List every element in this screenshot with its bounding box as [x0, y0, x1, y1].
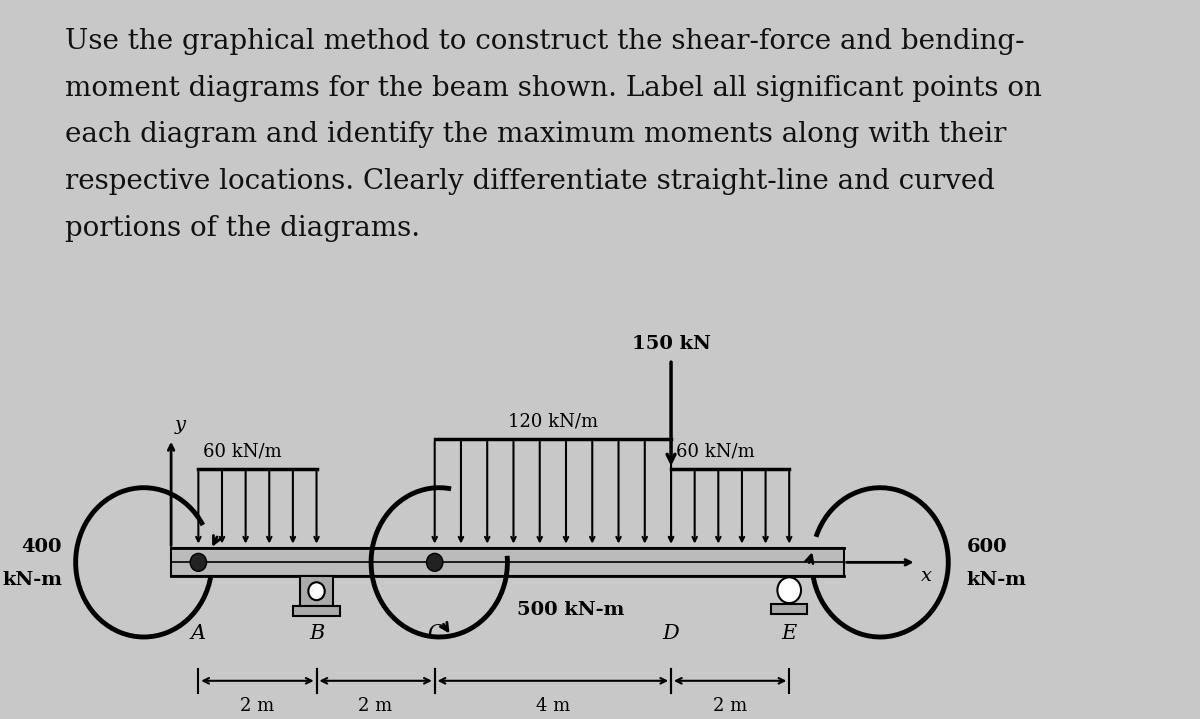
Text: 600: 600 [966, 539, 1007, 557]
Circle shape [426, 554, 443, 572]
Text: 4 m: 4 m [535, 697, 570, 715]
Text: Use the graphical method to construct the shear-force and bending-: Use the graphical method to construct th… [65, 28, 1025, 55]
Bar [300, 577, 332, 606]
Text: 2 m: 2 m [240, 697, 275, 715]
Text: 150 kN: 150 kN [631, 335, 710, 353]
Text: 120 kN/m: 120 kN/m [508, 413, 598, 431]
Text: 60 kN/m: 60 kN/m [676, 443, 755, 461]
Bar [772, 604, 808, 614]
Text: B: B [308, 624, 324, 643]
Text: kN-m: kN-m [966, 572, 1026, 590]
Circle shape [308, 582, 325, 600]
Text: 2 m: 2 m [713, 697, 748, 715]
Circle shape [778, 577, 802, 603]
Text: A: A [191, 624, 206, 643]
Text: D: D [662, 624, 679, 643]
Text: C: C [427, 624, 443, 643]
Text: x: x [922, 567, 932, 585]
Text: 500 kN-m: 500 kN-m [517, 601, 625, 619]
Text: E: E [781, 624, 797, 643]
Text: kN-m: kN-m [2, 572, 62, 590]
Text: 60 kN/m: 60 kN/m [203, 443, 282, 461]
Circle shape [190, 554, 206, 572]
Text: moment diagrams for the beam shown. Label all significant points on: moment diagrams for the beam shown. Labe… [65, 75, 1042, 101]
Bar [293, 606, 340, 616]
Text: 2 m: 2 m [359, 697, 392, 715]
Text: 400: 400 [22, 539, 62, 557]
Text: respective locations. Clearly differentiate straight-line and curved: respective locations. Clearly differenti… [65, 168, 995, 195]
Text: y: y [175, 416, 186, 434]
Bar [172, 549, 844, 577]
Text: each diagram and identify the maximum moments along with their: each diagram and identify the maximum mo… [65, 122, 1006, 148]
Text: portions of the diagrams.: portions of the diagrams. [65, 215, 420, 242]
